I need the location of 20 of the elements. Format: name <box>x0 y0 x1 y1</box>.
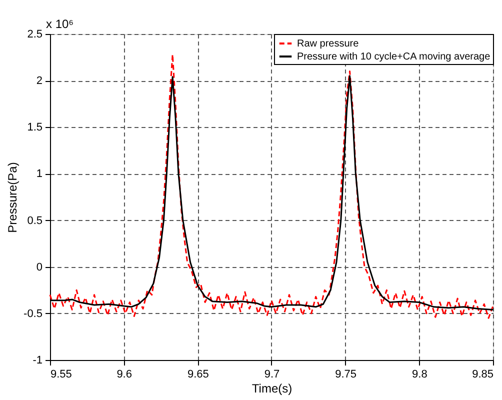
text: x 10⁶ <box>46 17 74 31</box>
x-tick-label: 9.6 <box>116 368 132 380</box>
y-axis-title: Pressure(Pa) <box>6 162 20 233</box>
x-tick-label: 9.7 <box>264 368 280 380</box>
y-tick-label: 2.5 <box>27 28 42 40</box>
y-tick-label: 2 <box>36 75 42 88</box>
x-tick-label: 9.8 <box>412 368 428 380</box>
x-tick-label: 9.85 <box>472 368 494 380</box>
y-tick-label: 1.5 <box>27 122 42 134</box>
x-tick-label: 9.65 <box>187 368 209 380</box>
x-tick-label: 9.55 <box>50 368 72 380</box>
x-tick-label: 9.75 <box>335 368 357 380</box>
y-tick-label: 0.5 <box>27 214 42 227</box>
y-tick-label: 0 <box>36 261 42 274</box>
x-axis-title: Time(s) <box>252 382 292 396</box>
y-tick-label: -0.5 <box>24 308 42 320</box>
y-tick-label: 1 <box>36 168 42 180</box>
y-tick-label: -1 <box>32 354 42 366</box>
legend-label: Pressure with 10 cycle+CA moving average <box>297 52 491 62</box>
legend-label: Raw pressure <box>297 38 360 50</box>
